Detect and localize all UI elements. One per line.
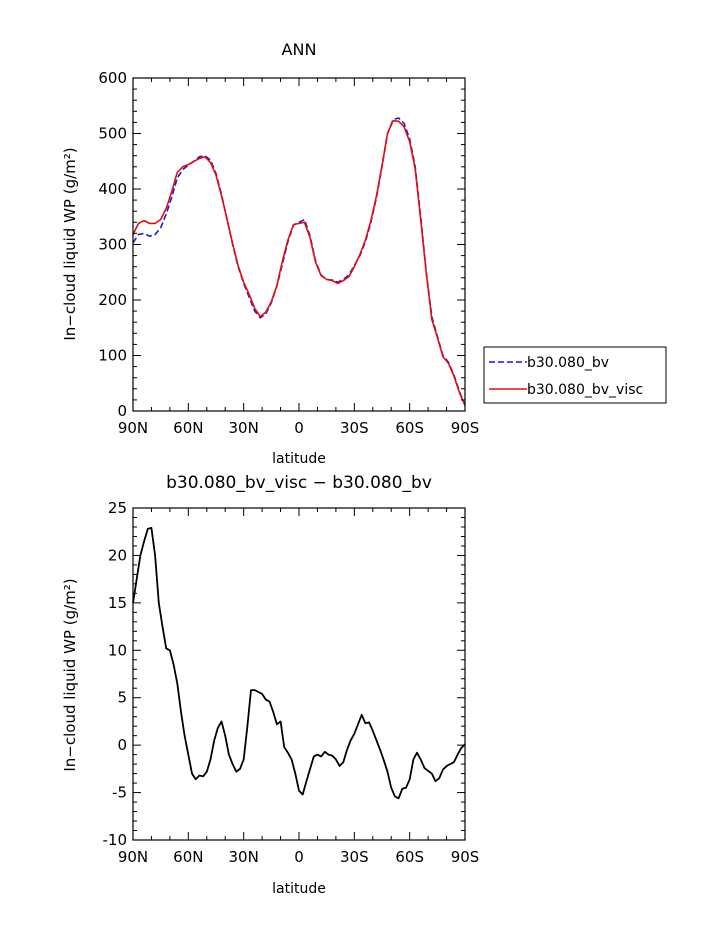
bottom-x-tick-label: 30S: [340, 848, 369, 866]
top-y-tick-label: 0: [117, 402, 127, 420]
bottom-y-tick-label: 20: [108, 546, 127, 564]
top-x-axis-label: latitude: [272, 451, 326, 467]
top-series-line-b30-080-bv-visc: [132, 119, 466, 406]
bottom-y-tick-label: 0: [117, 736, 127, 754]
legend: b30.080_bv b30.080_bv_visc: [483, 346, 667, 404]
bottom-y-tick-label: 25: [108, 499, 127, 517]
bottom-y-axis-label: In−cloud liquid WP (g/m²): [61, 578, 79, 771]
legend-label-bv: b30.080_bv: [527, 355, 609, 371]
top-y-tick-label: 100: [98, 347, 127, 365]
bottom-chart-title: b30.080_bv_visc − b30.080_bv: [166, 473, 432, 493]
top-y-tick-label: 300: [98, 236, 127, 254]
bottom-x-axis-label: latitude: [272, 881, 326, 897]
bottom-y-tick-label: -5: [112, 784, 127, 802]
top-x-tick-label: 30S: [340, 419, 369, 437]
top-panel: ANN In−cloud liquid WP (g/m²) latitude 0…: [61, 40, 479, 467]
top-x-tick-label: 0: [294, 419, 304, 437]
bottom-x-tick-label: 90N: [118, 848, 148, 866]
top-y-axis-label: In−cloud liquid WP (g/m²): [61, 147, 79, 340]
top-x-tick-label: 60S: [395, 419, 424, 437]
bottom-x-tick-label: 30N: [229, 848, 259, 866]
bottom-x-tick-label: 0: [294, 848, 304, 866]
top-x-tick-label: 60N: [173, 419, 203, 437]
legend-label-bv-visc: b30.080_bv_visc: [527, 382, 643, 398]
bottom-x-tick-label: 60N: [173, 848, 203, 866]
top-y-tick-label: 400: [98, 180, 127, 198]
bottom-y-tick-label: -10: [103, 831, 128, 849]
top-plot-area: 0 100 200 300 400 500 600 90N 60N 30N 0 30S 60S 90S: [98, 69, 479, 437]
bottom-x-tick-label: 60S: [395, 848, 424, 866]
top-y-tick-label: 200: [98, 291, 127, 309]
top-chart-title: ANN: [282, 40, 317, 59]
bottom-y-tick-label: 5: [117, 689, 127, 707]
top-x-tick-label: 90S: [451, 419, 480, 437]
top-plot-frame: [132, 77, 466, 412]
top-x-tick-label: 30N: [229, 419, 259, 437]
top-x-tick-label: 90N: [118, 419, 148, 437]
top-y-tick-label: 600: [98, 69, 127, 87]
legend-box: [483, 346, 667, 404]
bottom-series-line-difference: [132, 527, 466, 800]
bottom-y-tick-label: 10: [108, 641, 127, 659]
bottom-plot-area: -10 -5 0 5 10 15 20 25 90N 60N 30N 0 30S 60S 90S: [103, 499, 480, 866]
bottom-panel: b30.080_bv_visc − b30.080_bv In−cloud li…: [61, 473, 479, 897]
bottom-y-tick-label: 15: [108, 594, 127, 612]
bottom-x-tick-label: 90S: [451, 848, 480, 866]
top-series-line-b30-080-bv: [132, 117, 466, 406]
top-y-tick-label: 500: [98, 125, 127, 143]
